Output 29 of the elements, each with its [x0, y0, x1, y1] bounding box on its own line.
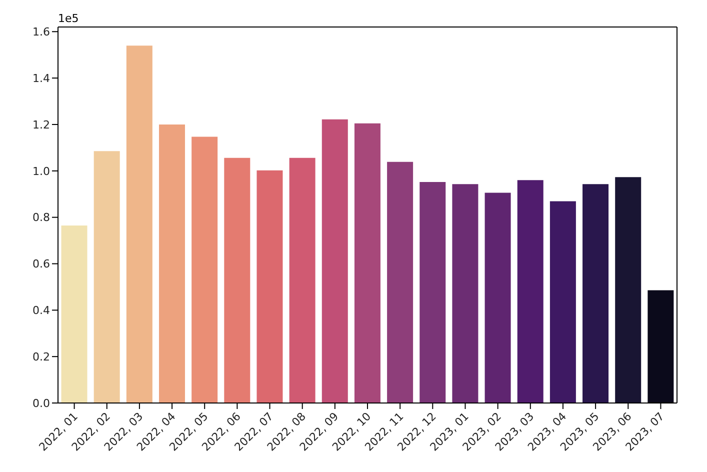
y-tick-label: 1.0: [32, 164, 50, 178]
bar: [256, 170, 283, 403]
bar: [94, 151, 120, 403]
y-tick-label: 0.6: [32, 258, 50, 271]
bar: [126, 46, 152, 403]
bar: [452, 184, 478, 403]
bar: [550, 201, 576, 403]
bar: [192, 136, 218, 403]
y-tick-label: 1.4: [32, 72, 50, 85]
text: 1e5: [58, 12, 79, 25]
y-tick-label: 0.0: [32, 396, 50, 410]
bar: [387, 162, 414, 403]
bar: [648, 290, 674, 403]
bar: [158, 124, 185, 403]
y-tick-label: 0.4: [32, 304, 50, 318]
bar: [354, 123, 380, 403]
bar: [582, 184, 609, 403]
y-tick-label: 0.8: [32, 211, 50, 224]
bar: [224, 158, 250, 403]
bar: [517, 180, 544, 403]
y-tick-label: 1.6: [32, 26, 50, 39]
bar: [289, 158, 316, 403]
bar: [61, 225, 88, 403]
bar: [420, 182, 446, 403]
bar: [322, 119, 348, 403]
y-tick-label: 0.2: [32, 350, 50, 364]
y-tick-label: 1.2: [32, 118, 50, 132]
bar: [484, 192, 511, 403]
bar: [615, 177, 642, 403]
